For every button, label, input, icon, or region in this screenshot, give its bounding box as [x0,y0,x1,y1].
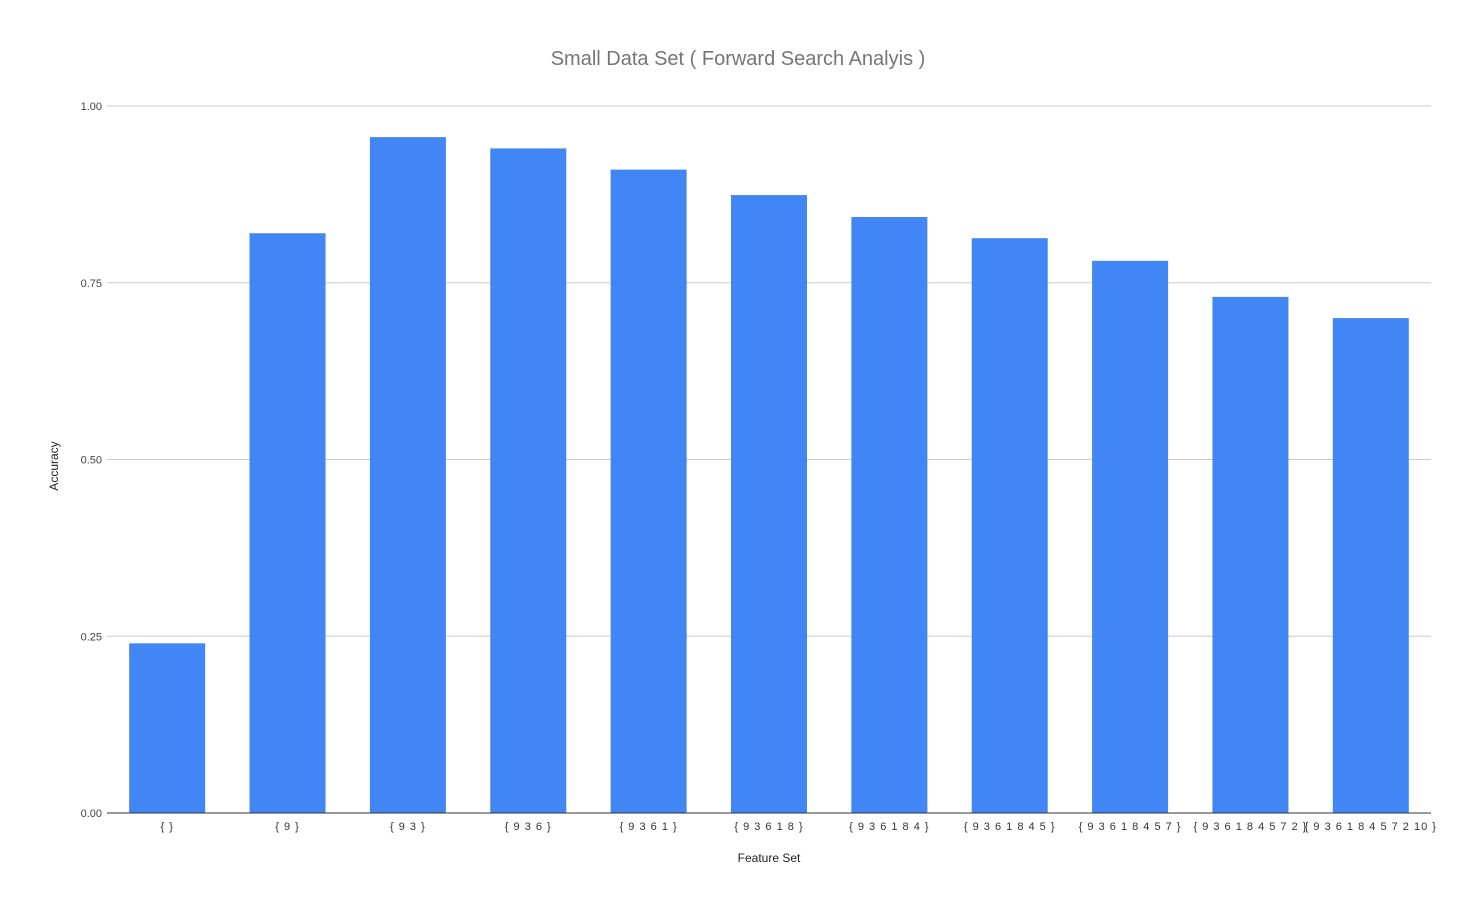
bars [129,137,1409,814]
bar [1332,318,1409,813]
x-tick-label: { 9 3 6 1 8 4 5 7 } [1079,821,1182,833]
x-axis-label: Feature Set [738,851,801,865]
x-tick-label: { 9 3 6 1 8 4 5 } [964,821,1056,833]
bar [1092,260,1169,813]
x-tick-label: { 9 3 6 1 8 4 5 7 2 10 } [1305,821,1437,833]
bar [129,643,206,813]
x-tick-label: { 9 } [275,821,300,833]
bar [369,137,446,813]
y-axis-label: Accuracy [47,441,61,490]
y-tick-label: 0.75 [81,278,102,290]
y-tick-label: 0.00 [81,808,102,820]
bar [851,216,928,813]
bar [249,233,326,813]
x-tick-label: { 9 3 6 1 } [620,821,678,833]
y-tick-label: 0.50 [81,455,102,467]
x-tick-label: { } [160,821,173,833]
y-axis-ticks: 0.00 0.25 0.50 0.75 1.00 [81,101,102,820]
bar [610,169,687,813]
x-tick-label: { 9 3 6 } [505,821,552,833]
x-tick-label: { 9 3 6 1 8 } [734,821,803,833]
x-axis-ticks: { } { 9 } { 9 3 } { 9 3 6 } { 9 3 6 1 } { 9 3… [160,821,1437,833]
x-tick-label: { 9 3 6 1 8 4 } [849,821,929,833]
y-tick-label: 1.00 [81,101,102,113]
bar [1212,296,1289,813]
bar [731,195,807,813]
x-tick-label: { 9 3 6 1 8 4 5 7 2 } [1193,821,1307,833]
bar [490,148,567,814]
y-tick-label: 0.25 [81,631,102,643]
x-tick-label: { 9 3 } [390,821,426,833]
chart-title: Small Data Set ( Forward Search Analyis … [551,48,926,70]
bar [971,238,1048,814]
